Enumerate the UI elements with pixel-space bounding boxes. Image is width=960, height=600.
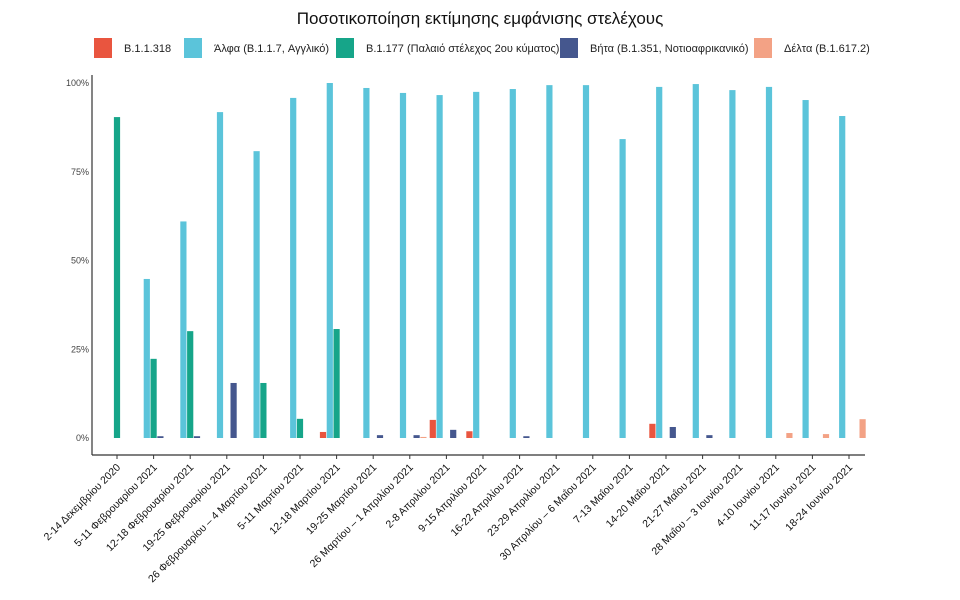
bar (473, 91, 480, 438)
legend-swatch (94, 38, 112, 58)
y-tick-label: 0% (76, 433, 89, 443)
bar (509, 89, 516, 438)
bar (839, 116, 846, 438)
bar (669, 426, 676, 438)
x-tick-label: 21-27 Μαΐου 2021 (640, 462, 709, 531)
bar (319, 431, 327, 438)
bar (523, 436, 530, 438)
legend: B.1.1.318 Άλφα (B.1.1.7, Αγγλικό) B.1.177 … (94, 38, 870, 58)
bar (296, 418, 304, 438)
x-tick-label: 14-20 Μαΐου 2021 (604, 462, 673, 531)
bar (786, 433, 793, 438)
x-tick-label: 12-18 Μαρτίου 2021 (267, 462, 343, 538)
chart-title: Ποσοτικοποίηση εκτίμησης εμφάνισης στελέ… (297, 9, 664, 28)
bar (729, 90, 736, 438)
bar (290, 97, 297, 438)
bar (765, 86, 773, 438)
bar (230, 382, 237, 438)
bar (802, 100, 809, 438)
bar (216, 112, 224, 439)
legend-swatch (754, 38, 772, 58)
bar (692, 84, 699, 438)
x-tick-label: 4-10 Ιουνίου 2021 (714, 462, 782, 530)
bar (260, 382, 267, 438)
bar (253, 151, 260, 438)
bar (450, 429, 457, 438)
bar (113, 117, 121, 438)
bar (656, 86, 663, 438)
bar (429, 419, 436, 438)
legend-label: Βήτα (B.1.351, Νοτιοαφρικανικό) (590, 43, 749, 55)
legend-swatch (560, 38, 578, 58)
bar (180, 221, 187, 438)
bar (326, 83, 333, 438)
bar (413, 435, 420, 438)
y-tick-label: 50% (71, 256, 89, 266)
bar (399, 92, 407, 438)
bar (363, 87, 370, 438)
bar (822, 434, 830, 438)
legend-label: Δέλτα (B.1.617.2) (784, 43, 870, 55)
bar (649, 423, 656, 438)
bar (859, 419, 866, 438)
bar (619, 139, 626, 438)
legend-swatch (336, 38, 354, 58)
x-tick-label: 9-15 Απριλίου 2021 (416, 462, 489, 535)
y-tick-label: 75% (71, 167, 89, 177)
legend-swatch (184, 38, 202, 58)
bar (150, 358, 157, 438)
legend-label: B.1.1.318 (124, 43, 171, 55)
bars (113, 83, 866, 439)
bar (436, 95, 443, 438)
bar (143, 278, 150, 438)
x-tick-label: 11-17 Ιουνίου 2021 (747, 462, 818, 533)
bar (333, 329, 340, 438)
bar (193, 436, 201, 438)
bar (376, 435, 384, 438)
bar (157, 436, 164, 438)
bar (187, 331, 194, 438)
bar (546, 85, 553, 438)
bar (420, 436, 427, 438)
x-tick-label: 19-25 Μαρτίου 2021 (304, 462, 380, 538)
x-tick-label: 2-8 Απριλίου 2021 (384, 462, 453, 531)
y-tick-label: 100% (66, 78, 89, 88)
bar (706, 435, 713, 438)
y-tick-label: 25% (71, 344, 89, 354)
legend-label: Άλφα (B.1.1.7, Αγγλικό) (214, 43, 329, 55)
legend-label: B.1.177 (Παλαιό στέλεχος 2ου κύματος) (366, 43, 559, 55)
bar (582, 85, 590, 438)
axes: 0% 25% 50% 75% 100% (66, 75, 865, 459)
bar (466, 431, 473, 438)
x-tick-label: 18-24 Ιουνίου 2021 (783, 462, 855, 534)
x-tick-label: 5-11 Μαρτίου 2021 (235, 462, 306, 533)
